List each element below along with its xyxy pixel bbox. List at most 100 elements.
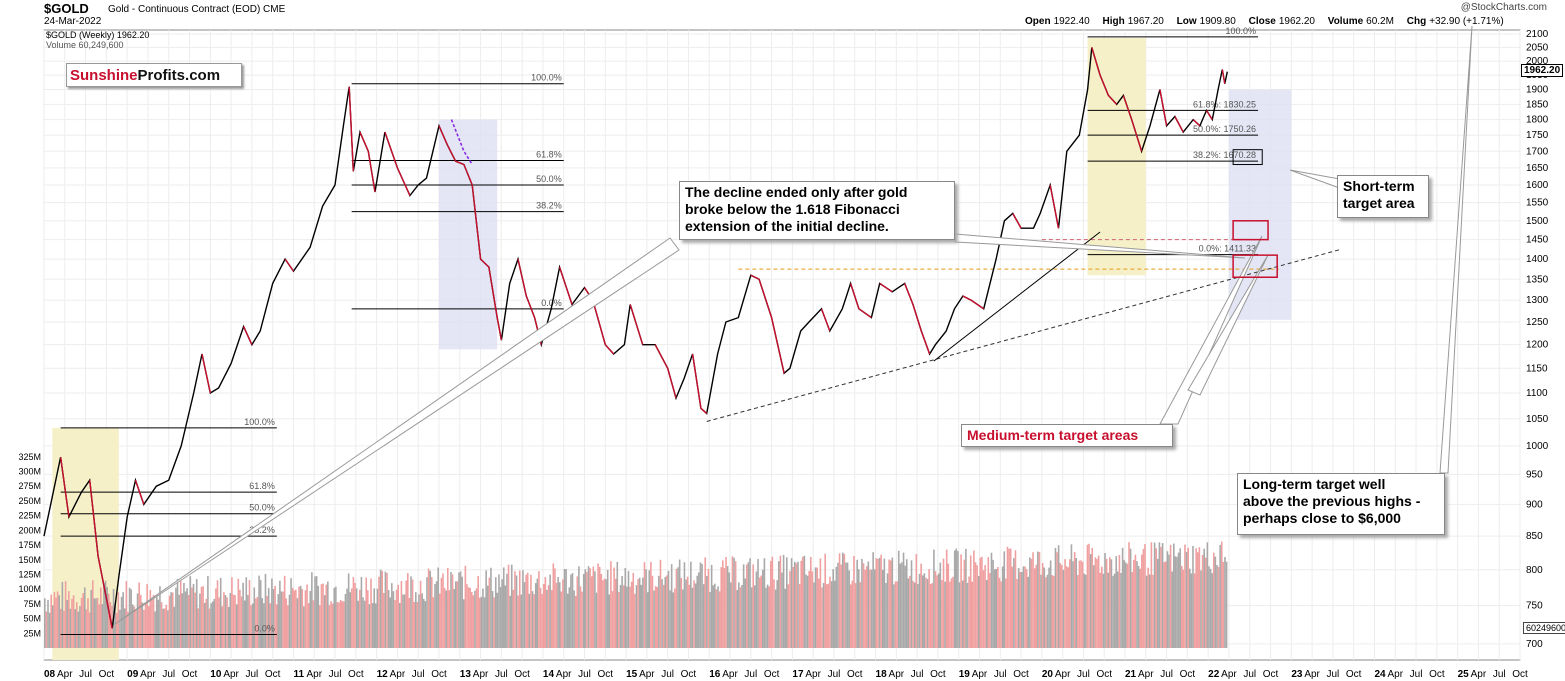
volume-bar bbox=[1163, 562, 1165, 648]
price-down-segment bbox=[604, 344, 615, 355]
volume-bar bbox=[971, 581, 974, 648]
volume-bar bbox=[606, 569, 609, 648]
y-tick-label: 750 bbox=[1526, 601, 1543, 612]
price-down-segment bbox=[1159, 89, 1168, 126]
volume-bar bbox=[1008, 548, 1010, 648]
volume-bar bbox=[1201, 554, 1204, 648]
volume-bar bbox=[1171, 571, 1173, 648]
price-down-segment bbox=[1192, 119, 1201, 127]
volume-bar bbox=[611, 591, 614, 648]
price-down-segment bbox=[1122, 95, 1133, 120]
volume-bar bbox=[263, 603, 265, 648]
close-label: Close bbox=[1248, 16, 1276, 27]
x-tick-label: Oct bbox=[847, 669, 863, 680]
volume-bar bbox=[107, 593, 110, 648]
volume-bar bbox=[843, 553, 846, 648]
volume-bar bbox=[984, 565, 986, 648]
open-label: Open bbox=[1025, 16, 1051, 27]
volume-bar bbox=[888, 559, 890, 648]
volume-bar bbox=[662, 584, 665, 648]
volume-bar bbox=[1030, 558, 1033, 648]
volume-bar bbox=[1208, 566, 1210, 648]
volume-bar bbox=[378, 576, 380, 648]
volume-bar bbox=[672, 592, 675, 648]
volume-bar bbox=[530, 574, 532, 648]
volume-bar bbox=[997, 566, 999, 648]
price-down-segment bbox=[284, 258, 295, 272]
x-tick-label: Apr bbox=[1138, 669, 1154, 680]
y-tick-label: 2100 bbox=[1526, 29, 1549, 40]
volume-bar bbox=[750, 587, 753, 648]
volume-bar bbox=[373, 588, 376, 648]
volume-bar bbox=[120, 596, 123, 648]
volume-bar bbox=[183, 582, 185, 648]
volume-bar bbox=[485, 570, 487, 648]
volume-bar bbox=[136, 593, 139, 648]
volume-bar bbox=[446, 567, 449, 648]
close-value: 1962.20 bbox=[1278, 16, 1315, 27]
volume-bar bbox=[442, 573, 444, 648]
volume-bar bbox=[763, 558, 766, 648]
volume-bar bbox=[917, 583, 919, 648]
y-tick-label: 1750 bbox=[1526, 130, 1549, 141]
volume-bar bbox=[760, 575, 763, 648]
volume-bar bbox=[742, 564, 745, 648]
volume-bar bbox=[512, 589, 515, 648]
volume-bar bbox=[969, 555, 972, 648]
price-down-segment bbox=[858, 308, 872, 319]
volume-bar bbox=[237, 578, 240, 648]
volume-bar bbox=[490, 567, 492, 648]
volume-bar bbox=[795, 563, 798, 648]
volume-bar bbox=[632, 572, 635, 648]
volume-bar bbox=[648, 570, 651, 648]
volume-bar bbox=[216, 580, 219, 648]
volume-bar bbox=[429, 570, 431, 648]
volume-bar bbox=[566, 593, 569, 648]
volume-bar bbox=[1038, 552, 1041, 648]
volume-bar bbox=[287, 605, 289, 648]
volume-bar bbox=[523, 582, 526, 648]
volume-bar bbox=[809, 557, 812, 648]
volume-bar bbox=[730, 582, 732, 648]
volume-bar bbox=[200, 586, 203, 648]
volume-bar bbox=[1212, 552, 1215, 648]
volume-bar bbox=[993, 569, 996, 648]
volume-bar bbox=[912, 581, 914, 648]
decline-line-2: broke below the 1.618 Fibonacci bbox=[685, 201, 900, 217]
x-tick-label: 12 bbox=[377, 669, 389, 680]
volume-bar bbox=[184, 591, 187, 648]
volume-bar bbox=[542, 583, 545, 648]
volume-bar bbox=[58, 595, 60, 648]
volume-bar bbox=[720, 567, 723, 648]
volume-bar bbox=[634, 593, 636, 648]
long-term-line-3: perhaps close to $6,000 bbox=[1243, 510, 1401, 526]
volume-bar bbox=[67, 591, 70, 648]
volume-bar bbox=[331, 603, 334, 648]
yellow-zone-2020 bbox=[1087, 37, 1146, 276]
volume-bar bbox=[942, 558, 945, 648]
volume-bar bbox=[231, 577, 233, 648]
volume-bar bbox=[189, 576, 192, 648]
volume-bar bbox=[298, 586, 300, 648]
volume-bar bbox=[1225, 561, 1228, 648]
price-down-segment bbox=[1107, 94, 1118, 105]
volume-bar bbox=[346, 588, 348, 648]
y-tick-label: 1000 bbox=[1526, 441, 1549, 452]
volume-bar bbox=[701, 563, 703, 648]
volume-bar bbox=[859, 582, 862, 648]
volume-bar bbox=[1014, 550, 1017, 648]
volume-bar bbox=[893, 584, 895, 648]
volume-bar bbox=[1016, 578, 1018, 648]
volume-bar bbox=[1062, 569, 1065, 648]
volume-bar bbox=[873, 569, 876, 648]
volume-bar bbox=[1067, 567, 1070, 648]
volume-bar bbox=[419, 580, 422, 648]
volume-bar bbox=[352, 577, 355, 648]
price-down-segment bbox=[359, 131, 369, 152]
volume-bar bbox=[800, 560, 802, 648]
volume-bar bbox=[1061, 564, 1063, 648]
last-volume-marker: 60249600 bbox=[1523, 622, 1565, 634]
volume-bar bbox=[1099, 572, 1102, 648]
volume-bar bbox=[1091, 547, 1094, 648]
volume-bar bbox=[638, 577, 641, 648]
